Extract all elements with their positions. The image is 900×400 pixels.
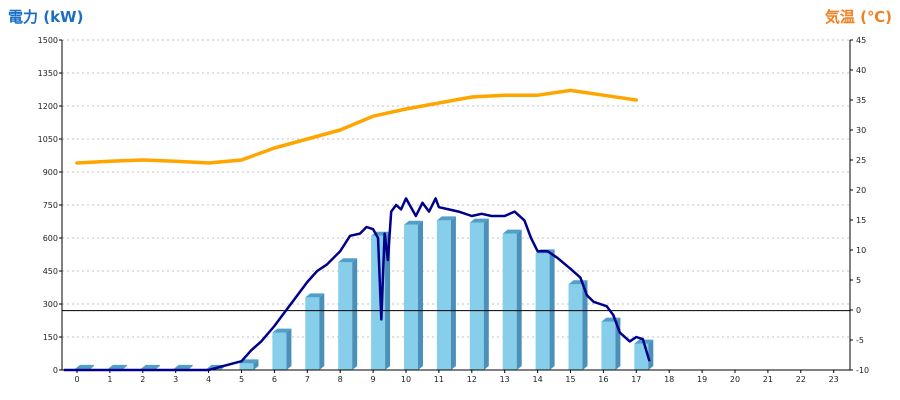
power-bar <box>469 222 484 370</box>
x-tick-label: 12 <box>467 375 477 384</box>
power-bar <box>601 321 616 370</box>
right-tick-label: 40 <box>856 66 866 75</box>
left-tick-label: 600 <box>43 234 58 243</box>
power-bar-side <box>582 280 588 370</box>
power-bar-top <box>140 364 160 369</box>
power-bar-side <box>450 216 456 370</box>
power-bar-side <box>483 218 489 370</box>
x-tick-label: 4 <box>206 375 211 384</box>
x-tick-label: 1 <box>107 375 112 384</box>
x-tick-label: 13 <box>500 375 510 384</box>
power-bar-side <box>385 231 391 370</box>
left-tick-label: 750 <box>43 201 58 210</box>
left-tick-label: 150 <box>43 333 58 342</box>
power-bar <box>535 253 550 370</box>
power-bar-top <box>338 258 358 263</box>
power-bar-top <box>75 364 94 369</box>
power-bar <box>239 363 254 370</box>
right-tick-label: -5 <box>856 336 864 345</box>
power-bar <box>272 332 287 370</box>
x-tick-label: 11 <box>434 375 444 384</box>
left-tick-label: 1050 <box>38 135 58 144</box>
power-bar-top <box>404 220 423 225</box>
x-tick-label: 3 <box>173 375 178 384</box>
x-tick-label: 6 <box>272 375 277 384</box>
x-tick-label: 7 <box>305 375 310 384</box>
x-tick-label: 10 <box>401 375 411 384</box>
power-bar-top <box>305 293 325 298</box>
left-tick-label: 300 <box>43 300 58 309</box>
right-tick-label: 0 <box>856 306 861 315</box>
x-tick-label: 8 <box>338 375 343 384</box>
right-tick-label: 15 <box>856 216 866 225</box>
power-line <box>63 197 651 372</box>
power-bar-side <box>549 249 555 370</box>
left-tick-label: 450 <box>43 267 58 276</box>
power-bar-top <box>469 218 489 223</box>
power-bar-side <box>187 364 193 370</box>
temperature-line <box>75 88 639 165</box>
x-tick-label: 18 <box>664 375 674 384</box>
x-tick-label: 16 <box>598 375 608 384</box>
power-bar-top <box>272 328 292 333</box>
chart-lines <box>63 88 651 372</box>
right-tick-label: 10 <box>856 246 866 255</box>
left-tick-label: 1500 <box>38 36 58 45</box>
left-axis-title: 電力 (kW) <box>8 8 84 26</box>
x-tick-label: 21 <box>763 375 773 384</box>
power-bar-side <box>154 364 160 370</box>
x-tick-label: 17 <box>631 375 641 384</box>
power-bar <box>305 297 320 370</box>
right-tick-label: 20 <box>856 186 866 195</box>
right-axis-title: 気温 (℃) <box>824 8 892 26</box>
power-bar-top <box>502 229 522 234</box>
power-bar-side <box>418 220 423 370</box>
x-tick-label: 5 <box>239 375 244 384</box>
right-tick-label: 25 <box>856 156 866 165</box>
x-tick-label: 20 <box>730 375 740 384</box>
right-tick-label: 45 <box>856 36 866 45</box>
power-bar-side <box>89 364 94 370</box>
x-tick-label: 9 <box>371 375 376 384</box>
chart-grid <box>62 39 850 338</box>
power-bar-side <box>319 293 325 370</box>
x-tick-label: 15 <box>565 375 575 384</box>
power-bar <box>371 235 386 370</box>
power-bar <box>436 220 451 370</box>
power-bar-top <box>173 364 193 369</box>
left-tick-label: 1200 <box>38 102 58 111</box>
x-tick-label: 23 <box>829 375 839 384</box>
power-bar-side <box>253 359 259 370</box>
x-tick-label: 0 <box>74 375 79 384</box>
power-bar <box>502 233 517 370</box>
left-tick-label: 1350 <box>38 69 58 78</box>
power-bar-top <box>239 359 259 364</box>
x-tick-label: 14 <box>533 375 543 384</box>
chart-ticks: 01503004506007509001050120013501500-10-5… <box>38 36 869 384</box>
left-tick-label: 900 <box>43 168 58 177</box>
x-tick-label: 19 <box>697 375 707 384</box>
right-tick-label: 35 <box>856 96 866 105</box>
power-bar-side <box>352 258 358 370</box>
power-bar-top <box>107 364 127 369</box>
power-bar-side <box>286 328 292 370</box>
power-bar <box>404 224 418 370</box>
x-tick-label: 22 <box>796 375 806 384</box>
power-bar <box>338 262 353 370</box>
right-tick-label: -10 <box>856 366 869 375</box>
chart-axes <box>59 39 853 373</box>
power-bar <box>568 284 583 370</box>
power-bar-side <box>121 364 127 370</box>
power-bar <box>634 343 649 370</box>
chart-bars <box>75 216 654 370</box>
right-tick-label: 30 <box>856 126 866 135</box>
left-tick-label: 0 <box>53 366 58 375</box>
right-tick-label: 5 <box>856 276 861 285</box>
power-bar-side <box>516 229 522 370</box>
x-tick-label: 2 <box>140 375 145 384</box>
power-bar-side <box>648 339 654 370</box>
power-bar-top <box>436 216 456 221</box>
